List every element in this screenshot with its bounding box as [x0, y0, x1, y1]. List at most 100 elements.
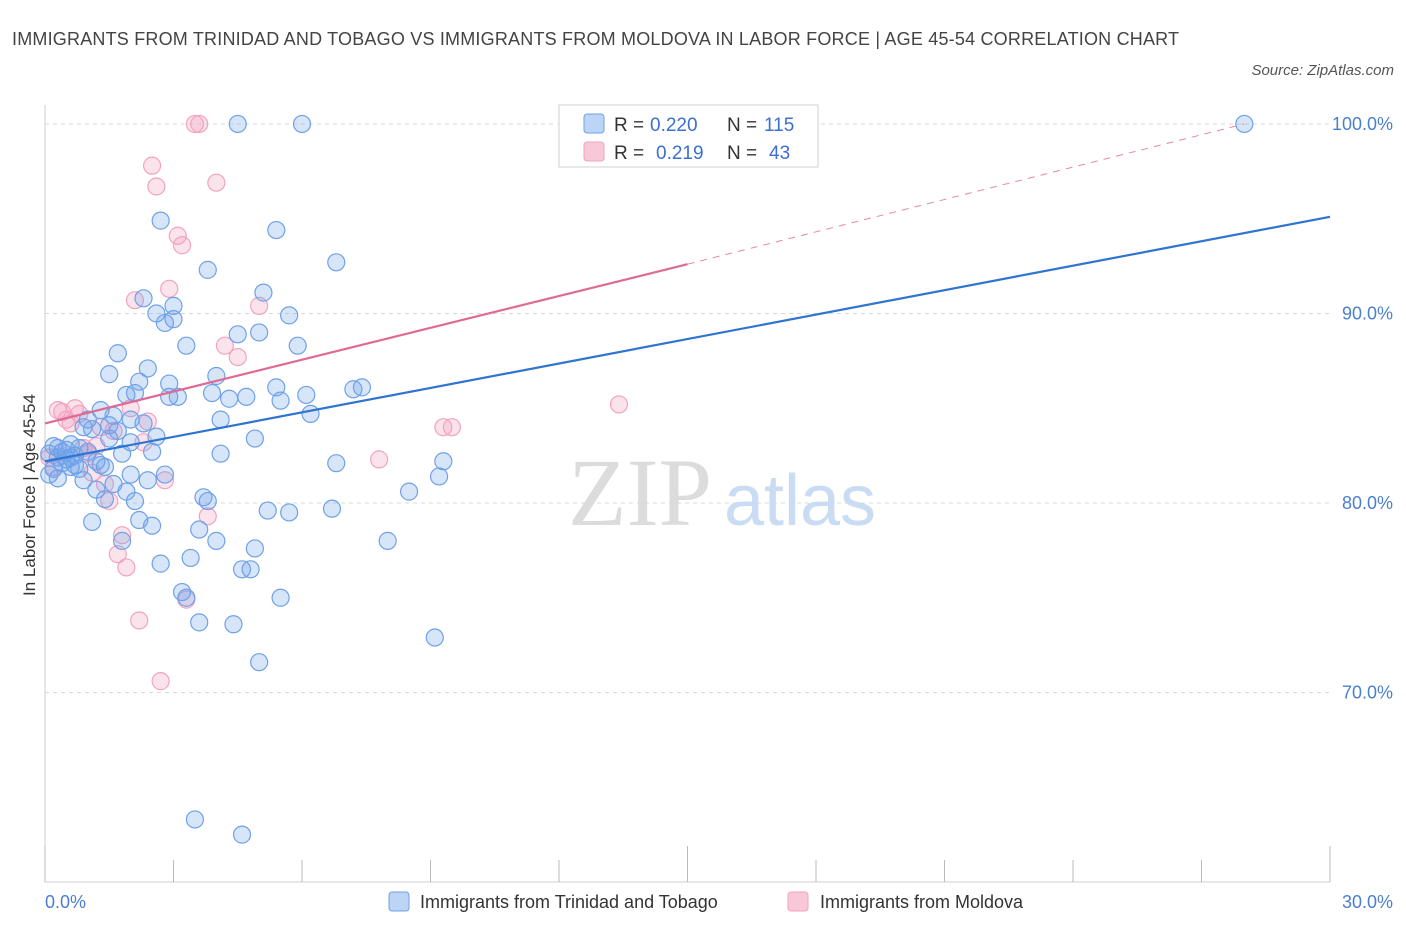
point-trinidad-80 — [228, 114, 247, 134]
point-trinidad-77 — [220, 389, 239, 408]
point-trinidad-18 — [74, 471, 93, 490]
point-trinidad-92 — [267, 220, 286, 240]
point-moldova-35 — [207, 173, 226, 192]
bottom-legend-swatch-pink — [787, 891, 809, 912]
tick-labels: 70.0% 80.0% 90.0% 100.0% 0.0% 30.0% — [45, 114, 1393, 912]
point-moldova-41 — [442, 418, 462, 437]
watermark-atlas: atlas — [724, 461, 876, 541]
legend-swatch-pink — [583, 141, 605, 162]
point-trinidad-36 — [112, 531, 132, 550]
point-trinidad-64 — [177, 336, 196, 355]
point-trinidad-85 — [245, 539, 264, 558]
legend-n-value-2: 43 — [769, 143, 790, 164]
trend-line-moldova — [44, 263, 688, 425]
point-trinidad-98 — [292, 114, 312, 134]
point-trinidad-86 — [245, 429, 264, 448]
point-trinidad-72 — [202, 383, 222, 403]
point-trinidad-22 — [83, 512, 102, 532]
watermark: ZIP atlas — [568, 439, 876, 546]
legend-n-label-2: N = — [727, 143, 757, 164]
legend-r-value-2: 0.219 — [656, 143, 704, 164]
point-trinidad-75 — [211, 444, 230, 463]
watermark-zip: ZIP — [568, 439, 712, 546]
point-trinidad-76 — [211, 410, 230, 429]
point-trinidad-40 — [121, 465, 140, 484]
legend-box: R = 0.220 N = 115 R = 0.219 N = 43 — [558, 104, 819, 168]
point-moldova-36 — [215, 336, 234, 355]
bottom-legend: Immigrants from Trinidad and Tobago Immi… — [388, 891, 1024, 912]
point-trinidad-103 — [327, 253, 346, 272]
point-trinidad-29 — [100, 365, 119, 384]
point-trinidad-42 — [125, 491, 145, 511]
bottom-legend-label-1: Immigrants from Trinidad and Tobago — [420, 892, 718, 912]
point-trinidad-110 — [434, 452, 453, 471]
point-trinidad-66 — [185, 810, 205, 829]
point-trinidad-93 — [271, 588, 290, 607]
point-trinidad-108 — [425, 628, 444, 647]
point-moldova-18 — [117, 558, 136, 577]
point-trinidad-106 — [378, 531, 397, 550]
point-trinidad-54 — [151, 554, 170, 573]
point-moldova-34 — [198, 507, 217, 526]
point-moldova-30 — [172, 236, 192, 255]
point-trinidad-99 — [297, 385, 316, 405]
point-trinidad-56 — [155, 465, 175, 484]
point-trinidad-78 — [224, 615, 243, 634]
point-moldova-32 — [185, 114, 205, 134]
x-tick-label-0: 0.0% — [45, 892, 86, 912]
trend-line-moldova-extension — [687, 123, 1245, 265]
point-trinidad-48 — [138, 471, 157, 490]
point-trinidad-50 — [142, 442, 162, 461]
point-trinidad-83 — [237, 387, 256, 406]
y-tick-label-0: 70.0% — [1342, 682, 1393, 702]
point-moldova-17 — [112, 526, 132, 545]
point-trinidad-53 — [151, 211, 170, 230]
point-moldova-24 — [142, 156, 162, 175]
point-trinidad-49 — [142, 516, 162, 535]
point-trinidad-20 — [78, 410, 97, 429]
legend-n-label-1: N = — [727, 115, 757, 136]
point-trinidad-12 — [61, 435, 80, 454]
point-trinidad-33 — [108, 344, 127, 363]
point-trinidad-45 — [134, 289, 153, 308]
data-points — [40, 114, 1254, 844]
point-trinidad-65 — [181, 548, 200, 568]
point-trinidad-88 — [250, 653, 269, 672]
point-trinidad-71 — [198, 491, 217, 511]
point-trinidad-90 — [258, 501, 277, 520]
point-trinidad-82 — [232, 825, 252, 844]
y-tick-label-2: 90.0% — [1342, 303, 1393, 323]
bottom-legend-swatch-blue — [388, 891, 410, 912]
point-trinidad-107 — [399, 482, 419, 501]
point-moldova-26 — [151, 672, 170, 691]
legend-swatch-blue — [583, 113, 605, 134]
legend-r-label-2: R = — [614, 143, 644, 164]
point-trinidad-96 — [280, 306, 299, 325]
point-trinidad-46 — [134, 414, 153, 433]
axes — [44, 105, 1331, 883]
legend-r-label-1: R = — [614, 115, 644, 136]
legend-n-value-1: 115 — [764, 115, 794, 136]
point-trinidad-109 — [429, 467, 449, 486]
point-trinidad-112 — [100, 416, 119, 435]
point-trinidad-73 — [207, 531, 226, 550]
point-moldova-28 — [160, 279, 179, 298]
point-moldova-37 — [228, 347, 247, 367]
point-trinidad-52 — [147, 427, 166, 446]
y-tick-label-1: 80.0% — [1342, 493, 1393, 513]
point-trinidad-79 — [228, 325, 247, 344]
point-moldova-21 — [130, 611, 149, 630]
point-moldova-39 — [370, 450, 389, 469]
point-trinidad-113 — [121, 433, 140, 452]
source-label: Source: ZipAtlas.com — [1251, 62, 1394, 79]
point-trinidad-63 — [177, 588, 196, 607]
point-trinidad-47 — [138, 359, 157, 378]
point-trinidad-68 — [190, 613, 209, 632]
x-tick-label-1: 30.0% — [1342, 892, 1393, 912]
point-moldova-29 — [168, 226, 187, 245]
grid-lines — [45, 123, 1330, 693]
point-trinidad-59 — [164, 310, 183, 329]
point-trinidad-95 — [280, 503, 299, 522]
bottom-legend-label-2: Immigrants from Moldova — [820, 892, 1024, 912]
